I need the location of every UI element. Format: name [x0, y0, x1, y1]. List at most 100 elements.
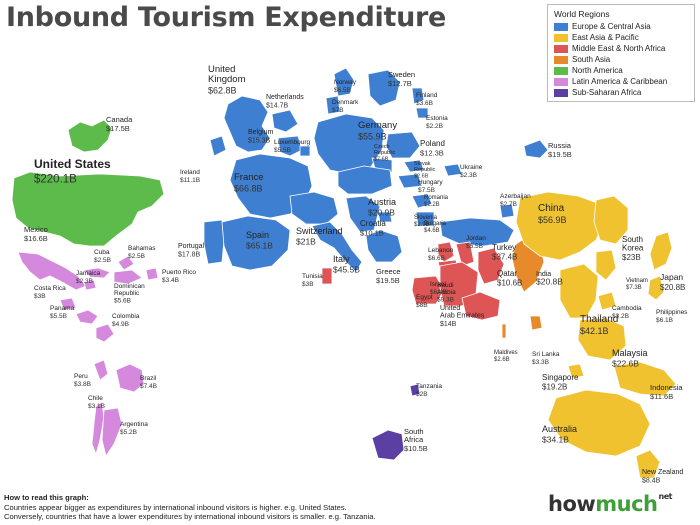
usa-value-label: $220.1B [34, 173, 77, 185]
croatia-value-label: $10.1B [360, 229, 384, 238]
uae-name-label: Arab Emirates [440, 312, 485, 319]
indonesia-name-label: Indonesia [650, 383, 683, 392]
legend-item: North America [554, 65, 688, 76]
cambodia-value-label: $3.2B [612, 313, 629, 320]
turkey-value-label: $37.4B [492, 253, 517, 262]
czech-name-label: Republic [374, 150, 396, 156]
chile-name-label: Chile [88, 395, 103, 402]
greece-value-label: $19.5B [376, 276, 400, 285]
mexico-name-label: Mexico [24, 225, 48, 234]
croatia-name-label: Croatia [360, 219, 386, 228]
switzerland-value-label: $21B [296, 237, 316, 247]
sweden-value-label: $12.7B [388, 79, 412, 88]
colombia-shape [95, 323, 115, 343]
how-to-read: How to read this graph: Countries appear… [4, 493, 376, 522]
malaysia-value-label: $22.6B [612, 359, 639, 369]
sri-lanka-shape [529, 315, 543, 331]
legend-title: World Regions [554, 9, 610, 19]
saudi-value-label: $9.3B [437, 297, 454, 304]
maldives-name-label: Maldives [494, 350, 518, 356]
romania-shape [411, 193, 433, 209]
logo-net: net [658, 492, 673, 501]
philippines-name-label: Philippines [656, 309, 688, 316]
lebanon-name-label: Lebanon [428, 247, 454, 254]
azerbaijan-name-label: Azerbaijan [500, 193, 531, 200]
slovenia-shape [377, 211, 393, 223]
ireland-value-label: $11.1B [180, 177, 200, 184]
australia-name-label: Australia [542, 424, 577, 434]
legend-label: North America [572, 66, 623, 75]
azerbaijan-value-label: $2.7B [500, 201, 517, 208]
russia-value-label: $19.5B [548, 150, 572, 159]
jamaica-value-label: $2.3B [76, 278, 93, 285]
south_korea-name-label: South [622, 235, 643, 244]
china-value-label: $56.9B [538, 215, 567, 225]
canada-name-label: Canada [106, 115, 133, 124]
legend: World Regions Europe & Central Asia East… [547, 4, 695, 102]
saudi-name-label: Arabia [437, 289, 456, 296]
egypt-name-label: Egypt [416, 294, 433, 301]
uk-shape [223, 95, 271, 153]
denmark-value-label: $7B [332, 107, 344, 114]
jamaica-name-label: Jamaica [76, 270, 101, 277]
brazil-value-label: $7.4B [140, 383, 157, 390]
legend-item: Latin America & Caribbean [554, 76, 688, 87]
australia-shape [547, 389, 651, 457]
south-korea-shape [593, 195, 629, 245]
saudi-name-label: Saudi [437, 282, 454, 289]
mexico-value-label: $16.6B [24, 234, 48, 243]
norway-value-label: $6.5B [334, 87, 351, 94]
slovakia-name-label: Slovak [414, 161, 431, 167]
puerto_rico-value-label: $3.4B [162, 277, 179, 284]
legend-label: Latin America & Caribbean [572, 77, 668, 86]
luxembourg-name-label: Luxembourg [274, 139, 311, 146]
peru-shape [93, 359, 109, 381]
egypt-value-label: $8B [416, 302, 428, 309]
tunisia-name-label: Tunisia [302, 273, 323, 280]
austria-shape [337, 165, 393, 195]
luxembourg-shape [299, 145, 311, 157]
argentina-name-label: Argentina [120, 421, 148, 428]
tanzania-value-label: $2B [416, 391, 428, 398]
uae-name-label: United [440, 305, 460, 312]
legend-label: Sub-Saharan Africa [572, 88, 642, 97]
slovenia-name-label: Slovenia [414, 215, 438, 221]
japan-name-label: Japan [660, 272, 683, 282]
bulgaria-name-label: Bulgaria [424, 221, 447, 227]
qatar-shape [477, 247, 505, 285]
romania-value-label: $2.2B [424, 202, 440, 208]
cuba-value-label: $2.5B [94, 257, 111, 264]
portugal-name-label: Portugal [178, 243, 205, 250]
vietnam-name-label: Vietnam [626, 278, 648, 284]
legend-swatch [554, 88, 568, 97]
russia-shape [523, 139, 549, 159]
qatar-value-label: $10.6B [497, 279, 522, 288]
legend-swatch [554, 44, 568, 53]
czech-value-label: $7.6B [374, 156, 389, 162]
greece-shape [365, 229, 403, 263]
ukraine-shape [443, 163, 463, 177]
dominican-name-label: Republic [114, 290, 140, 297]
cambodia-shape [597, 291, 617, 311]
norway-shape [333, 67, 355, 97]
cambodia-name-label: Cambodia [612, 305, 642, 312]
mexico-shape [17, 251, 87, 291]
slovakia-shape [403, 159, 425, 173]
costa_rica-value-label: $3B [34, 293, 46, 300]
czech-name-label: Czech [374, 144, 390, 150]
hungary-value-label: $7.5B [418, 187, 435, 194]
malaysia-shape [577, 317, 627, 361]
slovakia-value-label: $2.6B [414, 173, 429, 179]
portugal-shape [203, 219, 225, 265]
vietnam-shape [595, 249, 617, 281]
cuba-shape [83, 267, 111, 279]
malaysia-name-label: Malaysia [612, 348, 648, 358]
peru-name-label: Peru [74, 373, 88, 380]
chile-value-label: $3.1B [88, 403, 105, 410]
netherlands-shape [271, 109, 299, 133]
turkey-name-label: Turkey [492, 243, 516, 252]
sri_lanka-name-label: Sri Lanka [532, 351, 560, 358]
dominican-name-label: Dominican [114, 283, 145, 290]
legend-swatch [554, 55, 568, 64]
